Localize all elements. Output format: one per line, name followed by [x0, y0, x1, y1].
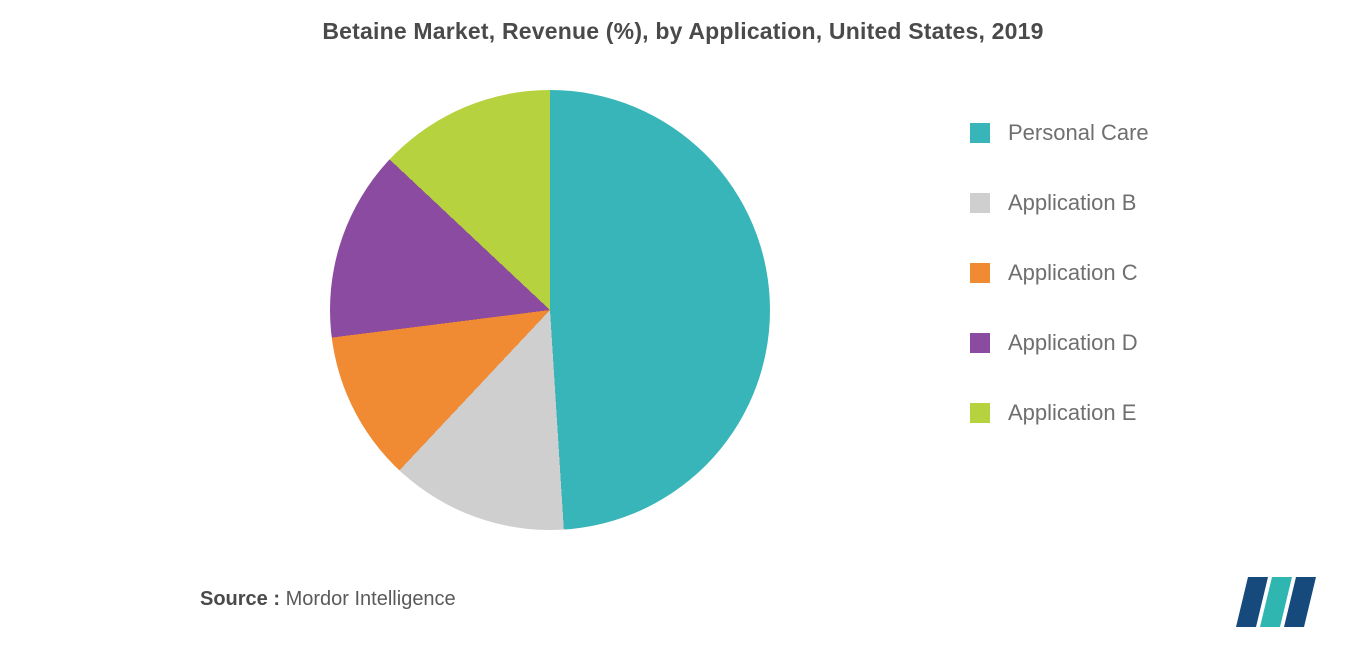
legend-swatch [970, 403, 990, 423]
legend-label: Application D [1008, 330, 1138, 356]
legend-label: Personal Care [1008, 120, 1149, 146]
legend-swatch [970, 263, 990, 283]
chart-container: Betaine Market, Revenue (%), by Applicat… [0, 0, 1366, 655]
legend-item: Application D [970, 330, 1149, 356]
mordor-logo-icon [1236, 577, 1320, 627]
legend-item: Application B [970, 190, 1149, 216]
source-line: Source : Mordor Intelligence [200, 588, 456, 611]
legend: Personal Care Application B Application C A… [970, 120, 1149, 426]
legend-swatch [970, 123, 990, 143]
chart-title: Betaine Market, Revenue (%), by Applicat… [0, 18, 1366, 45]
legend-swatch [970, 333, 990, 353]
source-value: Mordor Intelligence [286, 588, 456, 610]
legend-item: Application E [970, 400, 1149, 426]
legend-item: Application C [970, 260, 1149, 286]
pie-chart [330, 90, 770, 530]
legend-item: Personal Care [970, 120, 1149, 146]
pie-graphic [330, 90, 770, 530]
source-label: Source : [200, 588, 280, 610]
legend-label: Application C [1008, 260, 1138, 286]
legend-label: Application B [1008, 190, 1136, 216]
legend-swatch [970, 193, 990, 213]
legend-label: Application E [1008, 400, 1136, 426]
